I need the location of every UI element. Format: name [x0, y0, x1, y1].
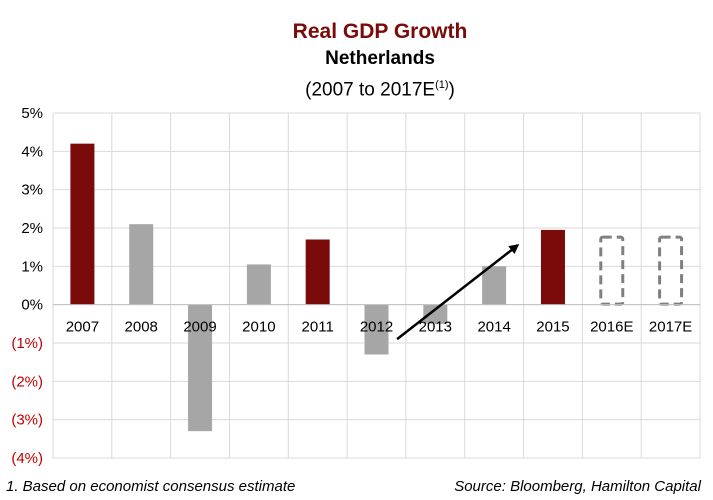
x-tick-label: 2009: [183, 319, 216, 336]
y-tick-label: (2%): [11, 373, 43, 390]
x-tick-label: 2012: [360, 319, 393, 336]
x-tick-label: 2008: [125, 319, 158, 336]
x-tick-label: 2016E: [590, 319, 633, 336]
x-tick-label: 2017E: [649, 319, 692, 336]
bar-2014: [482, 266, 507, 305]
y-tick-label: (4%): [11, 450, 43, 467]
chart-period-footnote-mark: (1): [435, 79, 449, 91]
bar-series: [53, 143, 700, 432]
chart-title: Real GDP Growth: [292, 20, 468, 43]
chart-period-close: ): [448, 79, 455, 101]
bar-2007: [70, 143, 95, 305]
x-tick-label: 2010: [242, 319, 275, 336]
y-tick-label: (3%): [11, 412, 43, 429]
x-tick-label: 2011: [302, 319, 334, 336]
x-tick-label: 2015: [536, 319, 569, 336]
y-axis-tick-labels: 5% 4% 3% 2% 1% 0% (1%) (2%) (3%) (4%): [11, 105, 43, 467]
y-tick-label: 3%: [21, 182, 43, 199]
bar-2017E: [658, 235, 684, 306]
bar-2012: [364, 304, 389, 355]
bar-2008: [129, 224, 154, 305]
x-tick-label: 2013: [419, 319, 452, 336]
chart-subtitle: Netherlands: [325, 48, 435, 69]
y-tick-label: 0%: [21, 297, 43, 314]
source-note: Source: Bloomberg, Hamilton Capital: [454, 478, 701, 495]
x-axis-tick-labels: 2007 2008 2009 2010 2011 2012 2013 2014 2015 2016…: [66, 319, 693, 336]
bar-2010: [246, 264, 271, 305]
chart-period-text: (2007 to 2017E: [305, 79, 436, 101]
bar-2009: [188, 304, 213, 432]
footnote: 1. Based on economist consensus estimate: [6, 478, 296, 495]
y-tick-label: 4%: [21, 143, 43, 160]
y-tick-label: 2%: [21, 220, 43, 237]
y-tick-label: (1%): [11, 335, 43, 352]
x-tick-label: 2007: [66, 319, 99, 336]
y-tick-label: 1%: [21, 258, 43, 275]
trend-arrow: [396, 244, 520, 341]
bar-2015: [540, 229, 565, 305]
chart-period: (2007 to 2017E(1)): [0, 72, 713, 103]
bar-2016E: [599, 235, 625, 306]
bar-2013: [423, 304, 448, 324]
chart-title-block: Real GDP Growth Netherlands (2007 to 201…: [0, 18, 713, 103]
bar-2011: [305, 239, 330, 305]
y-tick-label: 5%: [21, 105, 43, 122]
x-tick-label: 2014: [477, 319, 510, 336]
